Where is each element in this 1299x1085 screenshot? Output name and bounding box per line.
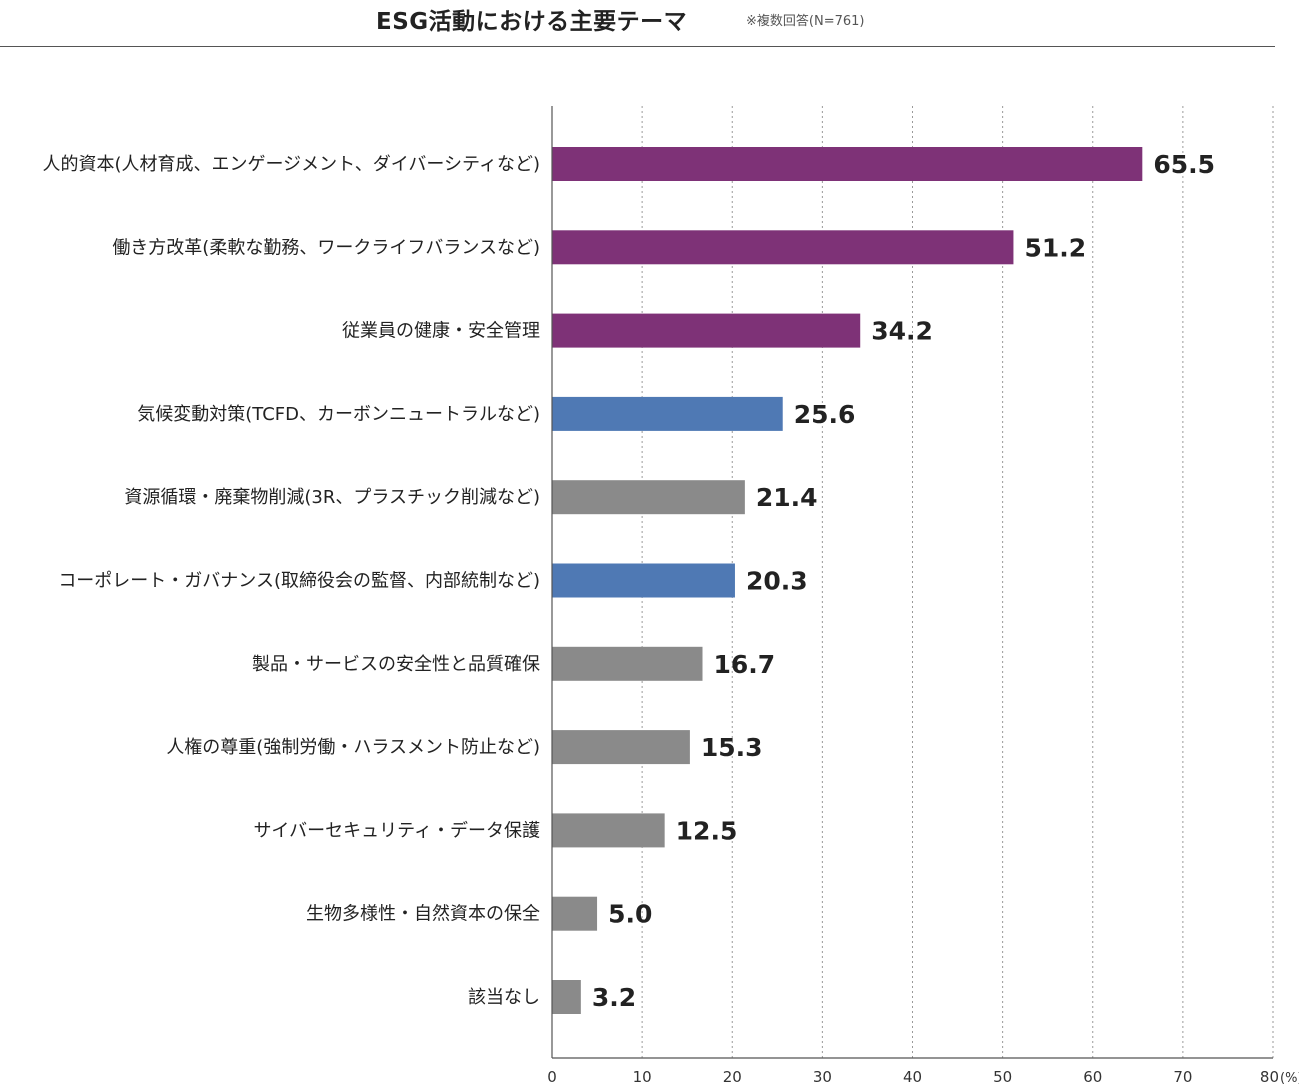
x-axis-unit: (%) [1280, 1071, 1299, 1085]
value-label: 21.4 [756, 483, 818, 512]
bar [552, 563, 735, 598]
bar [552, 313, 861, 348]
bar [552, 980, 581, 1014]
bar [552, 230, 1014, 265]
value-label: 34.2 [871, 317, 933, 346]
bar [552, 646, 703, 681]
header-divider [0, 46, 1275, 47]
category-label: コーポレート・ガバナンス(取締役会の監督、内部統制など) [58, 571, 540, 592]
x-tick-label: 10 [633, 1068, 652, 1085]
value-label: 51.2 [1024, 233, 1086, 262]
category-label: 人的資本(人材育成、エンゲージメント、ダイバーシティなど) [42, 154, 540, 175]
x-tick-label: 50 [993, 1068, 1012, 1085]
category-labels: 人的資本(人材育成、エンゲージメント、ダイバーシティなど) 働き方改革(柔軟な勤務… [42, 154, 540, 1008]
category-label: 該当なし [468, 987, 540, 1008]
category-label: 人権の尊重(強制労働・ハラスメント防止など) [166, 737, 540, 758]
chart-title: ESG活動における主要テーマ [376, 9, 688, 35]
value-label: 3.2 [592, 983, 636, 1012]
chart-note: ※複数回答(N=761) [746, 14, 865, 29]
value-label: 65.5 [1153, 150, 1215, 179]
bar [552, 896, 598, 931]
bars [552, 147, 1143, 1014]
bar [552, 730, 690, 765]
x-tick-label: 0 [547, 1068, 557, 1085]
category-label: 生物多様性・自然資本の保全 [306, 904, 540, 925]
value-label: 5.0 [608, 900, 652, 929]
x-tick-label: 30 [813, 1068, 832, 1085]
category-label: サイバーセキュリティ・データ保護 [253, 820, 540, 841]
x-axis: 0 10 20 30 40 50 60 70 80(%) [547, 106, 1299, 1085]
bar [552, 813, 665, 848]
category-label: 働き方改革(柔軟な勤務、ワークライフバランスなど) [112, 237, 540, 258]
value-labels: 65.5 51.2 34.2 25.6 21.4 20.3 16.7 15.3 12.5 5.0 3… [592, 150, 1215, 1012]
bar [552, 396, 783, 431]
value-label: 16.7 [714, 650, 776, 679]
category-label: 気候変動対策(TCFD、カーボンニュートラルなど) [137, 404, 540, 425]
x-tick-label: 40 [903, 1068, 922, 1085]
x-tick-label: 60 [1083, 1068, 1102, 1085]
x-tick-label: 80 [1260, 1068, 1279, 1085]
category-label: 製品・サービスの安全性と品質確保 [252, 654, 540, 675]
chart-header: ESG活動における主要テーマ ※複数回答(N=761) [0, 0, 1299, 50]
category-label: 資源循環・廃棄物削減(3R、プラスチック削減など) [124, 487, 540, 508]
bar [552, 480, 745, 515]
value-label: 15.3 [701, 733, 763, 762]
x-tick-label: 70 [1173, 1068, 1192, 1085]
value-label: 12.5 [676, 816, 738, 845]
value-label: 20.3 [746, 567, 808, 596]
x-tick-label: 20 [723, 1068, 742, 1085]
category-label: 従業員の健康・安全管理 [342, 321, 540, 342]
bar [552, 147, 1143, 181]
value-label: 25.6 [794, 400, 856, 429]
